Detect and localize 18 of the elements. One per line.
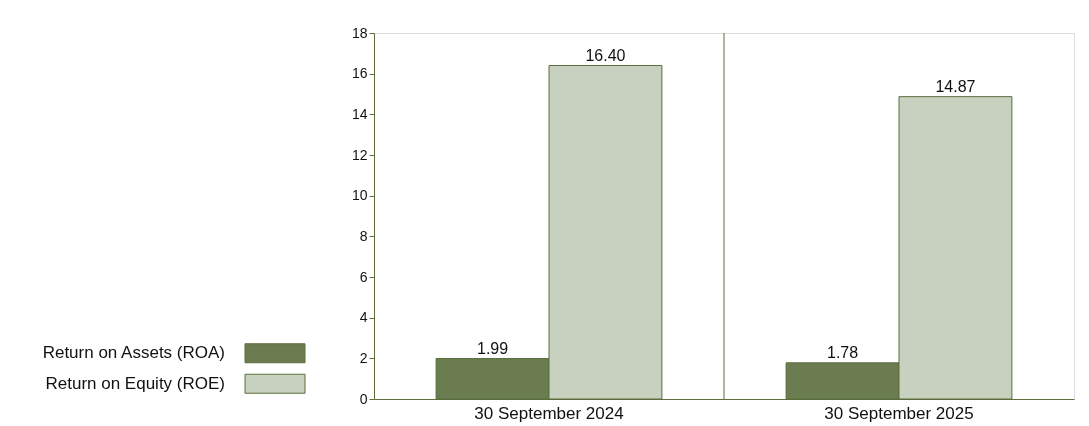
y-tick-label: 6 <box>359 268 368 285</box>
y-tick-label: 16 <box>351 65 368 82</box>
y-tick-label: 10 <box>351 187 368 204</box>
y-tick-label: 0 <box>359 390 368 407</box>
y-tick-label: 4 <box>359 309 368 326</box>
data-label: 16.40 <box>585 46 626 64</box>
legend-label: Return on Assets (ROA) <box>42 343 225 363</box>
y-tick-label: 8 <box>359 227 368 244</box>
data-label: 1.99 <box>476 339 509 357</box>
y-tick-label: 14 <box>351 105 368 122</box>
x-tick-label: 30 September 2025 <box>824 403 974 423</box>
data-label: 14.87 <box>935 77 976 95</box>
data-label: 1.78 <box>826 343 859 361</box>
legend-label: Return on Equity (ROE) <box>45 373 225 393</box>
y-tick-label: 2 <box>359 349 368 366</box>
y-tick-label: 12 <box>351 146 368 163</box>
x-tick-label: 30 September 2024 <box>474 403 624 423</box>
y-tick-label: 18 <box>351 24 368 41</box>
